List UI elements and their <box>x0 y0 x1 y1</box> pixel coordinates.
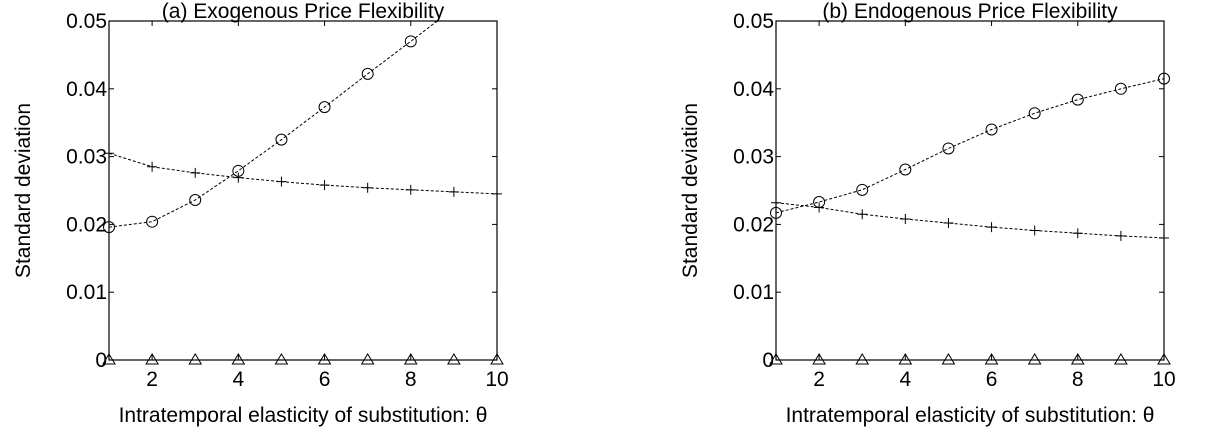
data-point-plus <box>405 184 416 195</box>
data-point-circle <box>985 123 998 136</box>
data-point-triangle <box>1027 353 1042 365</box>
data-point-triangle <box>317 353 332 365</box>
data-point-plus <box>362 182 373 193</box>
x-tick-label: 8 <box>405 368 417 391</box>
y-tick-label: 0.04 <box>66 78 107 101</box>
y-axis-label: Standard deviation <box>12 103 35 278</box>
plot-area-b <box>776 78 1164 360</box>
y-tick-label: 0.01 <box>66 281 107 304</box>
data-point-plus <box>319 180 330 191</box>
data-point-triangle <box>984 353 999 365</box>
x-tick-label: 10 <box>485 368 508 391</box>
data-point-triangle <box>941 353 956 365</box>
x-tick-label: 6 <box>986 368 998 391</box>
data-point-triangle <box>769 353 783 365</box>
y-tick-label: 0.05 <box>733 10 774 33</box>
series-line-plus <box>109 152 497 195</box>
data-point-triangle <box>898 353 913 365</box>
data-point-plus <box>1029 225 1040 236</box>
x-tick-label: 2 <box>813 368 825 391</box>
data-point-plus <box>233 172 244 183</box>
plot-area-a <box>109 21 497 360</box>
data-point-plus <box>857 209 868 220</box>
x-axis-label: Intratemporal elasticity of substitution… <box>786 404 1155 427</box>
data-point-triangle <box>403 353 418 365</box>
y-tick-label: 0.03 <box>733 146 774 169</box>
data-point-circle <box>361 67 374 80</box>
data-point-circle <box>189 193 202 206</box>
ticks-b: 2 4 6 8 10 0 0.01 0.02 0.03 0.04 0.05 <box>733 10 1176 391</box>
data-point-plus <box>986 222 997 233</box>
x-tick-label: 10 <box>1152 368 1175 391</box>
data-point-triangle <box>145 353 159 365</box>
data-point-triangle <box>812 353 826 365</box>
data-point-circle <box>1114 82 1127 95</box>
data-point-triangle <box>102 353 116 365</box>
markers-a <box>102 35 504 365</box>
data-point-plus <box>190 167 201 178</box>
data-point-triangle <box>1114 353 1128 365</box>
data-point-circle <box>1071 93 1084 106</box>
data-point-circle <box>856 183 869 196</box>
series-line-circle <box>109 21 438 228</box>
x-tick-label: 8 <box>1072 368 1084 391</box>
y-tick-label: 0.05 <box>66 10 107 33</box>
ticks-a: 2 4 6 8 10 0 0.01 0.02 0.03 0.04 0.05 <box>66 10 509 391</box>
markers-b <box>769 72 1171 365</box>
data-point-circle <box>318 101 331 114</box>
data-point-circle <box>899 163 912 176</box>
y-tick-label: 0.02 <box>66 213 107 236</box>
axes-frame <box>775 20 1165 361</box>
data-point-triangle <box>490 353 504 365</box>
series-line-plus <box>776 202 1164 239</box>
series-line-circle <box>776 78 1164 214</box>
data-point-triangle <box>360 353 375 365</box>
data-point-circle <box>404 35 417 48</box>
data-point-plus <box>1072 228 1083 239</box>
y-tick-label: 0.02 <box>733 213 774 236</box>
data-point-triangle <box>1157 353 1171 365</box>
x-axis-label: Intratemporal elasticity of substitution… <box>119 404 488 427</box>
data-point-circle <box>942 142 955 155</box>
x-tick-label: 2 <box>146 368 158 391</box>
data-point-triangle <box>188 353 203 365</box>
data-point-plus <box>276 176 287 187</box>
data-point-triangle <box>447 353 461 365</box>
x-tick-label: 4 <box>232 368 244 391</box>
y-tick-label: 0.04 <box>733 78 774 101</box>
data-point-circle <box>275 133 288 146</box>
chart-title: (a) Exogenous Price Flexibility <box>162 0 445 23</box>
y-axis-label: Standard deviation <box>679 103 702 278</box>
y-tick-label: 0 <box>762 349 774 372</box>
x-tick-label: 6 <box>319 368 331 391</box>
data-point-triangle <box>1070 353 1085 365</box>
data-point-circle <box>1028 107 1041 120</box>
chart-title: (b) Endogenous Price Flexibility <box>822 0 1118 23</box>
data-point-plus <box>814 202 825 213</box>
y-tick-label: 0.01 <box>733 281 774 304</box>
data-point-plus <box>943 218 954 229</box>
panel-exogenous: (a) Exogenous Price Flexibility Standard… <box>12 0 509 427</box>
data-point-triangle <box>231 353 246 365</box>
y-tick-label: 0 <box>95 349 107 372</box>
y-tick-label: 0.03 <box>66 146 107 169</box>
data-point-triangle <box>274 353 289 365</box>
data-point-triangle <box>855 353 870 365</box>
axes-frame <box>108 20 498 361</box>
x-tick-label: 4 <box>899 368 911 391</box>
data-point-plus <box>900 213 911 224</box>
data-point-plus <box>448 186 459 197</box>
panel-endogenous: (b) Endogenous Price Flexibility Standar… <box>679 0 1176 427</box>
data-point-plus <box>147 161 158 172</box>
data-point-circle <box>146 215 159 228</box>
data-point-plus <box>1115 230 1126 241</box>
